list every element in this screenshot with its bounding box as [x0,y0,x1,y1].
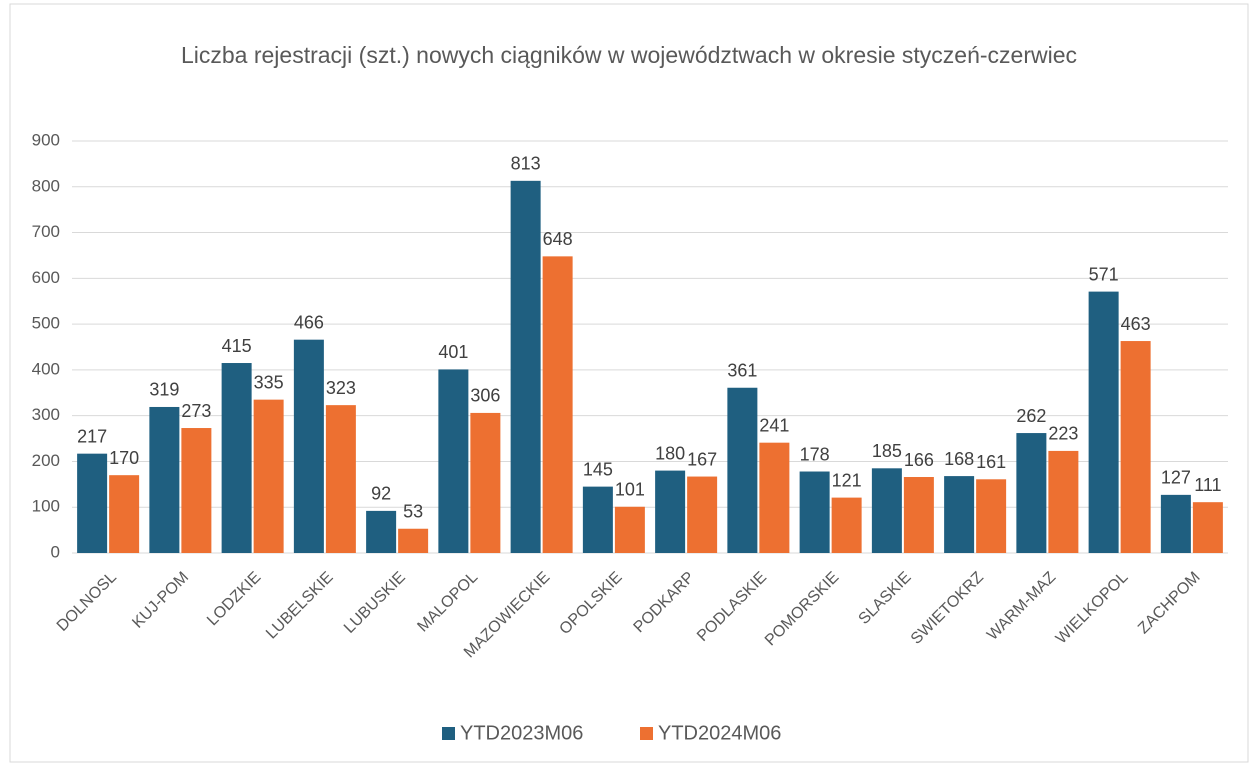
bar [293,339,324,553]
value-label: 648 [543,229,573,249]
bar [944,476,975,553]
x-tick-label: SLASKIE [855,569,914,628]
x-tick-label: LUBELSKIE [263,569,337,643]
value-label: 241 [759,415,789,435]
legend-swatch [442,727,455,740]
x-tick-label: WARM-MAZ [984,569,1059,644]
value-label: 161 [976,452,1006,472]
value-label: 571 [1089,264,1119,284]
y-tick-label: 900 [32,130,60,149]
bar [1088,291,1119,553]
x-tick-label: WIELKOPOL [1053,569,1132,648]
bar [1160,494,1191,553]
value-label: 223 [1048,424,1078,444]
bar [976,479,1007,553]
value-label: 323 [326,378,356,398]
x-tick-label: MALOPOL [414,569,481,636]
bar [325,405,356,553]
x-tick-label: KUJ-POM [129,569,192,632]
value-label: 185 [872,441,902,461]
bar [109,475,140,553]
bar [1016,433,1047,553]
bar [799,471,830,553]
value-label: 178 [800,444,830,464]
value-label: 217 [77,426,107,446]
value-label: 167 [687,449,717,469]
bar [1120,341,1151,553]
bar [510,180,541,553]
y-tick-label: 800 [32,176,60,195]
bar [582,486,613,553]
x-tick-label: ZACHPOM [1135,569,1204,638]
legend-label: YTD2023M06 [460,722,583,744]
y-tick-label: 300 [32,405,60,424]
bar [1048,450,1079,553]
value-label: 335 [254,372,284,392]
y-tick-label: 200 [32,451,60,470]
x-tick-label: SWIETOKRZ [908,569,987,648]
bar [398,528,429,553]
value-label: 306 [470,386,500,406]
bar [614,506,645,553]
value-label: 401 [438,342,468,362]
bar [253,399,284,553]
bar [438,369,469,553]
value-label: 319 [149,380,179,400]
bar [542,256,573,553]
y-tick-label: 500 [32,314,60,333]
chart-title: Liczba rejestracji (szt.) nowych ciągnik… [180,42,1078,68]
value-label: 53 [403,501,423,521]
value-label: 273 [181,401,211,421]
bar [221,363,252,553]
value-label: 111 [1194,475,1221,495]
value-label: 180 [655,443,685,463]
y-tick-label: 600 [32,268,60,287]
value-label: 127 [1161,468,1191,488]
value-label: 813 [511,154,541,174]
value-label: 170 [109,448,139,468]
bar [727,387,758,553]
bar [470,412,501,553]
bar [181,428,212,553]
bar [687,476,718,553]
x-tick-label: OPOLSKIE [556,569,625,638]
bar [77,453,108,553]
value-label: 145 [583,459,613,479]
value-label: 166 [904,450,934,470]
y-tick-label: 700 [32,222,60,241]
bar [655,470,686,553]
value-label: 168 [944,449,974,469]
bar [831,497,862,553]
x-tick-label: DOLNOSL [54,569,120,635]
chart-border [9,3,1249,763]
x-tick-label: PODKARP [631,569,698,636]
x-tick-label: LUBUSKIE [341,569,409,637]
bar [366,510,397,553]
value-label: 463 [1121,314,1151,334]
x-tick-label: LODZKIE [204,569,264,629]
value-label: 415 [222,336,252,356]
value-label: 101 [615,480,645,500]
value-label: 262 [1016,406,1046,426]
y-tick-label: 0 [51,542,60,561]
value-label: 466 [294,312,324,332]
y-tick-label: 100 [32,497,60,516]
bar [871,468,902,553]
bar [759,442,790,553]
bar [149,406,180,553]
bar [1192,502,1223,553]
x-tick-label: POMORSKIE [762,569,843,650]
value-label: 121 [832,470,862,490]
legend-label: YTD2024M06 [658,722,781,744]
legend-swatch [640,727,653,740]
value-label: 361 [727,360,757,380]
bar [903,477,934,553]
value-label: 92 [371,484,391,504]
y-tick-label: 400 [32,359,60,378]
x-tick-label: PODLASKIE [694,569,770,645]
